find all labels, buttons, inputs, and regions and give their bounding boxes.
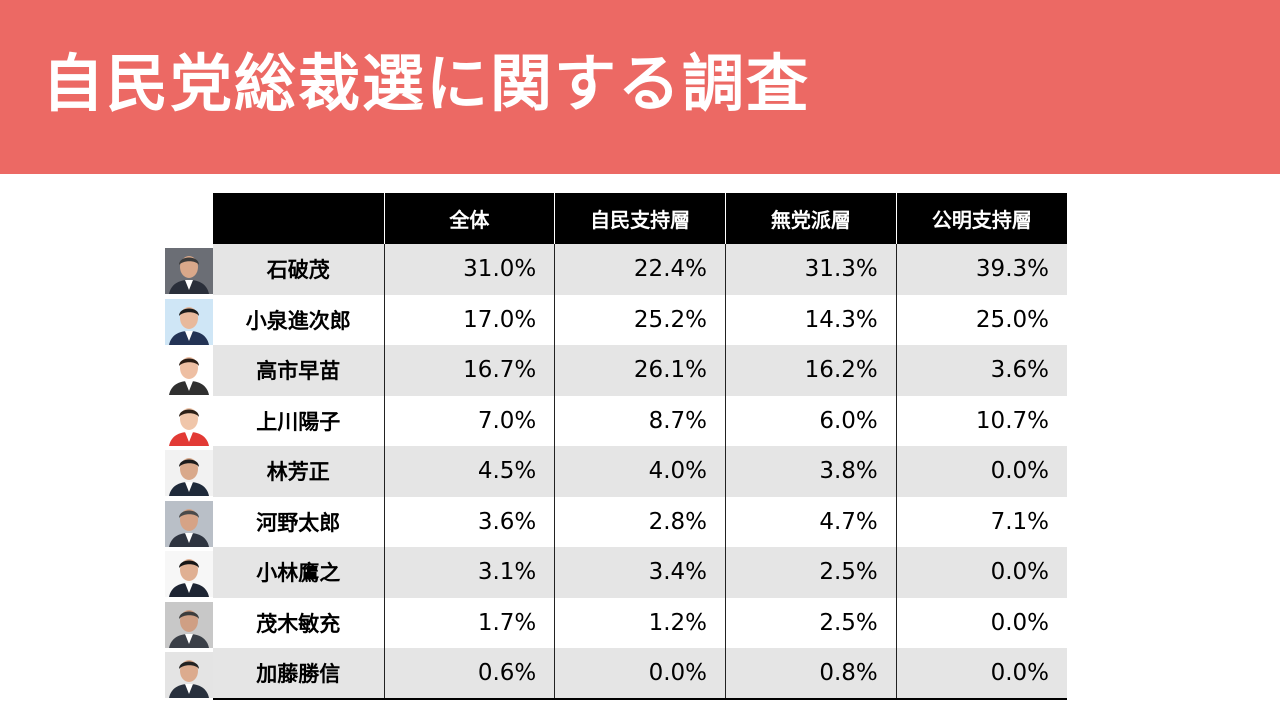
table-body: 石破茂 31.0% 22.4% 31.3% 39.3% 小泉進次郎 17.0% 25.2% 14… [213,244,1067,700]
survey-table: 全体 自民支持層 無党派層 公明支持層 石破茂 31.0% 22.4% 31.3% 39… [213,193,1067,700]
candidate-name: 茂木敏充 [213,597,384,648]
table-row: 石破茂 31.0% 22.4% 31.3% 39.3% [213,244,1067,295]
percent-cell: 2.5% [725,547,897,598]
percent-cell: 25.2% [554,294,726,345]
table-row: 茂木敏充 1.7% 1.2% 2.5% 0.0% [213,597,1067,648]
percent-cell: 0.6% [383,648,555,700]
percent-cell: 3.4% [554,547,726,598]
portrait-icon [165,298,213,345]
percent-cell: 3.6% [383,496,555,547]
percent-cell: 31.0% [383,244,555,295]
portrait-icon [165,450,213,496]
portrait-icon [165,500,213,547]
table-row: 小泉進次郎 17.0% 25.2% 14.3% 25.0% [213,294,1067,345]
candidate-name: 上川陽子 [213,395,384,446]
header-name [213,193,384,244]
table-row: 加藤勝信 0.6% 0.0% 0.8% 0.0% [213,648,1067,700]
candidate-name: 林芳正 [213,446,384,497]
portrait-icon [165,399,213,446]
header-independents: 無党派層 [725,193,897,244]
percent-cell: 0.0% [895,446,1067,497]
table-row: 林芳正 4.5% 4.0% 3.8% 0.0% [213,446,1067,497]
percent-cell: 31.3% [725,244,897,295]
percent-cell: 0.0% [895,547,1067,598]
percent-cell: 16.2% [725,345,897,396]
table-row: 河野太郎 3.6% 2.8% 4.7% 7.1% [213,496,1067,547]
percent-cell: 0.8% [725,648,897,700]
percent-cell: 3.8% [725,446,897,497]
percent-cell: 16.7% [383,345,555,396]
title-banner: 自民党総裁選に関する調査 [0,0,1280,174]
percent-cell: 2.5% [725,597,897,648]
percent-cell: 39.3% [895,244,1067,295]
portrait-icon [165,551,213,597]
percent-cell: 7.1% [895,496,1067,547]
percent-cell: 14.3% [725,294,897,345]
portrait-icon [165,652,213,698]
portrait-icon [165,349,213,395]
table-header-row: 全体 自民支持層 無党派層 公明支持層 [213,193,1067,244]
percent-cell: 10.7% [895,395,1067,446]
percent-cell: 1.7% [383,597,555,648]
percent-cell: 1.2% [554,597,726,648]
table-row: 上川陽子 7.0% 8.7% 6.0% 10.7% [213,395,1067,446]
percent-cell: 0.0% [895,648,1067,700]
header-ldp-supporters: 自民支持層 [554,193,726,244]
portrait-icon [165,601,213,648]
candidate-name: 小泉進次郎 [213,294,384,345]
percent-cell: 25.0% [895,294,1067,345]
percent-cell: 17.0% [383,294,555,345]
table-row: 小林鷹之 3.1% 3.4% 2.5% 0.0% [213,547,1067,598]
header-komeito-supporters: 公明支持層 [895,193,1067,244]
percent-cell: 26.1% [554,345,726,396]
percent-cell: 4.7% [725,496,897,547]
percent-cell: 6.0% [725,395,897,446]
portrait-icon [165,248,213,294]
candidate-name: 加藤勝信 [213,648,384,700]
page-title: 自民党総裁選に関する調査 [42,47,811,120]
candidate-name: 高市早苗 [213,345,384,396]
percent-cell: 0.0% [554,648,726,700]
table-row: 高市早苗 16.7% 26.1% 16.2% 3.6% [213,345,1067,396]
percent-cell: 4.0% [554,446,726,497]
percent-cell: 8.7% [554,395,726,446]
percent-cell: 2.8% [554,496,726,547]
candidate-name: 石破茂 [213,244,384,295]
percent-cell: 7.0% [383,395,555,446]
candidate-name: 小林鷹之 [213,547,384,598]
percent-cell: 22.4% [554,244,726,295]
header-overall: 全体 [383,193,555,244]
percent-cell: 3.1% [383,547,555,598]
percent-cell: 0.0% [895,597,1067,648]
candidate-name: 河野太郎 [213,496,384,547]
percent-cell: 4.5% [383,446,555,497]
percent-cell: 3.6% [895,345,1067,396]
